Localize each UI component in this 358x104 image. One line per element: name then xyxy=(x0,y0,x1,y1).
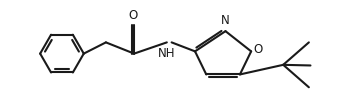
Text: O: O xyxy=(128,9,137,22)
Text: O: O xyxy=(253,43,262,56)
Text: NH: NH xyxy=(158,47,175,60)
Text: N: N xyxy=(221,14,230,27)
